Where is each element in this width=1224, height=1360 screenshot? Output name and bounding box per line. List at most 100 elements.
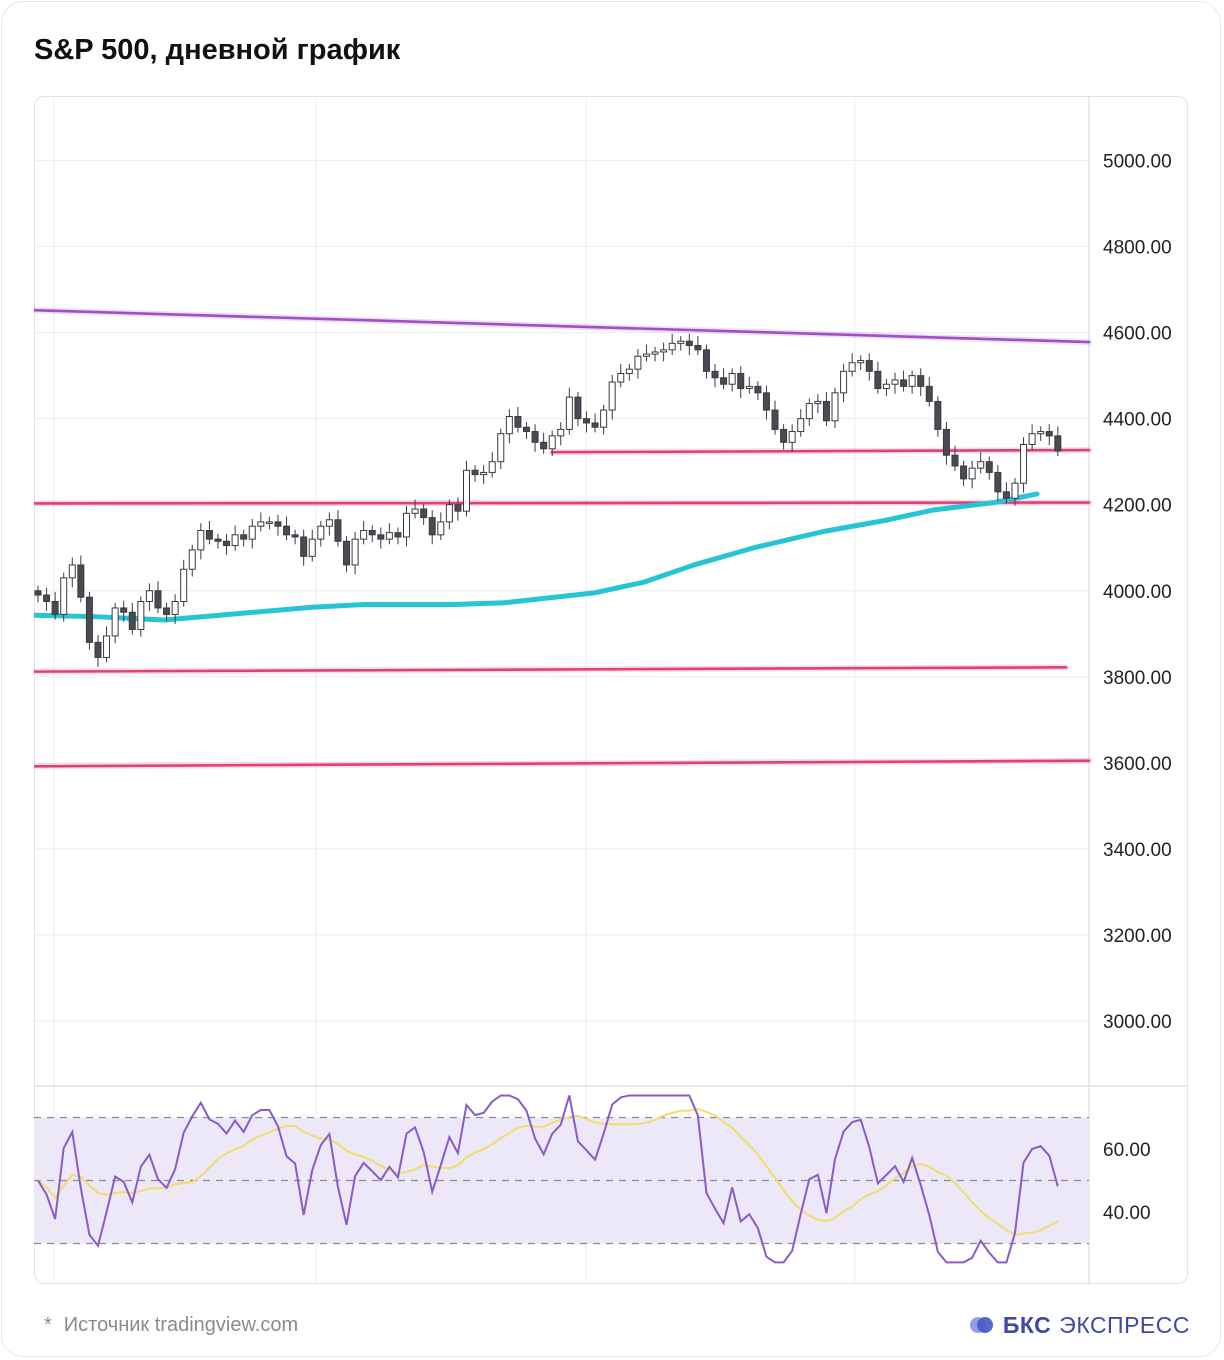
chart-frame bbox=[34, 96, 1188, 1284]
candle-body bbox=[745, 385, 753, 390]
candle-body bbox=[420, 508, 428, 519]
candle-body bbox=[891, 379, 899, 385]
candle-body bbox=[668, 342, 676, 351]
brand-bks: БКС bbox=[1002, 1311, 1052, 1338]
candle-body bbox=[985, 461, 993, 473]
candle-body bbox=[308, 538, 316, 557]
candle-body bbox=[865, 360, 873, 372]
candle-body bbox=[1045, 431, 1053, 437]
candle-body bbox=[814, 400, 822, 405]
candle-body bbox=[822, 400, 830, 422]
candle-body bbox=[291, 534, 299, 538]
candle-body bbox=[771, 409, 779, 430]
candle-body bbox=[951, 454, 959, 467]
candle-body bbox=[642, 353, 650, 357]
rsi-tick-label: 60.00 bbox=[1103, 1140, 1151, 1161]
candle-body bbox=[171, 601, 179, 615]
candle-body bbox=[343, 540, 351, 566]
price-tick-label: 3000.00 bbox=[1103, 1012, 1172, 1033]
rsi-tick-label: 40.00 bbox=[1103, 1203, 1151, 1224]
price-tick-label: 4000.00 bbox=[1103, 582, 1172, 603]
candle-body bbox=[463, 469, 470, 512]
candle-body bbox=[925, 385, 933, 402]
candle-body bbox=[223, 540, 231, 547]
candle-body bbox=[283, 525, 291, 536]
candle-body bbox=[762, 392, 770, 411]
candle-body bbox=[480, 471, 488, 476]
source-text: Источник tradingview.com bbox=[63, 1314, 299, 1336]
candle-body bbox=[300, 536, 308, 557]
support-line-4200 bbox=[34, 501, 1091, 505]
candle-body bbox=[180, 568, 188, 603]
candle-body bbox=[411, 508, 419, 514]
candle-body bbox=[274, 521, 282, 527]
candle-body bbox=[994, 471, 1002, 493]
candle-body bbox=[677, 340, 685, 344]
candle-body bbox=[788, 431, 796, 443]
price-tick-label: 3200.00 bbox=[1103, 926, 1172, 947]
candle-body bbox=[591, 422, 599, 428]
candle-body bbox=[325, 519, 333, 527]
candle-body bbox=[34, 590, 42, 596]
candle-body bbox=[205, 530, 213, 540]
candle-body bbox=[334, 519, 342, 542]
candle-body bbox=[428, 517, 436, 536]
candle-body bbox=[917, 375, 925, 387]
candle-body bbox=[265, 521, 273, 524]
candle-body bbox=[1020, 443, 1028, 484]
candle-body bbox=[728, 372, 736, 385]
moving-average-line bbox=[34, 491, 1040, 623]
candle-body bbox=[660, 349, 668, 353]
candle-body bbox=[540, 441, 548, 450]
footnote-star: * bbox=[44, 1314, 52, 1336]
candle-body bbox=[368, 530, 376, 536]
source-note: * Источник tradingview.com bbox=[44, 1314, 298, 1337]
candle-body bbox=[145, 590, 153, 603]
candle-body bbox=[874, 370, 882, 390]
candle-body bbox=[360, 530, 368, 540]
price-tick-label: 4200.00 bbox=[1103, 496, 1172, 517]
candle-body bbox=[694, 345, 702, 351]
candle-body bbox=[908, 375, 916, 387]
candle-body bbox=[840, 370, 848, 394]
candle-body bbox=[942, 428, 950, 456]
candle-body bbox=[805, 403, 813, 420]
candle-body bbox=[163, 607, 171, 615]
candle-body bbox=[882, 383, 890, 390]
price-tick-label: 5000.00 bbox=[1103, 152, 1172, 173]
candle-body bbox=[531, 431, 539, 443]
candle-body bbox=[934, 400, 942, 430]
rsi-line bbox=[37, 1094, 1059, 1264]
candle-body bbox=[797, 418, 805, 433]
candle-body bbox=[720, 377, 728, 385]
candle-body bbox=[557, 428, 565, 437]
candle-body bbox=[43, 594, 51, 603]
sp500-chart[interactable]: 5000.00 4800.00 4600.00 4400.00 4200.00 4000.… bbox=[34, 96, 1188, 1284]
candle-body bbox=[977, 461, 985, 469]
candle-body bbox=[848, 362, 856, 372]
candle-body bbox=[548, 435, 556, 450]
candle-body bbox=[240, 534, 248, 540]
candle-body bbox=[351, 538, 359, 566]
candle-body bbox=[231, 534, 239, 547]
candle-body bbox=[317, 525, 325, 540]
support-line-3820 bbox=[34, 666, 1068, 673]
candle-body bbox=[522, 426, 530, 433]
candle-body bbox=[754, 385, 762, 394]
candle-body bbox=[488, 461, 496, 473]
candle-body bbox=[445, 504, 453, 523]
candle-body bbox=[968, 467, 976, 480]
candle-body bbox=[634, 355, 642, 370]
candle-body bbox=[437, 521, 445, 536]
candle-body bbox=[197, 530, 205, 551]
support-line-3600 bbox=[34, 759, 1091, 768]
price-tick-label: 3600.00 bbox=[1103, 754, 1172, 775]
candle-body bbox=[471, 469, 479, 476]
candle-body bbox=[565, 396, 573, 430]
candle-body bbox=[831, 392, 839, 422]
candle-body bbox=[60, 577, 68, 615]
candle-body bbox=[1028, 433, 1036, 445]
rsi-ma-line bbox=[37, 1107, 1059, 1236]
candle-body bbox=[625, 368, 633, 374]
candle-body bbox=[1002, 491, 1010, 499]
